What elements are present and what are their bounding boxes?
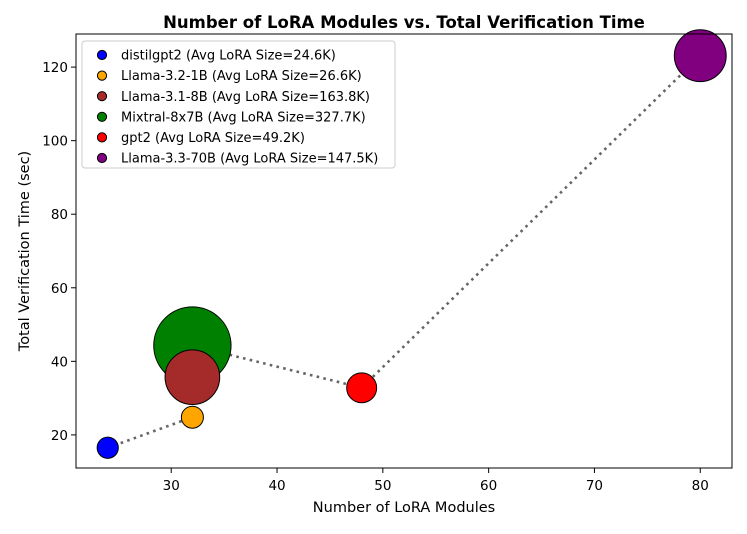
data-point bbox=[164, 349, 221, 405]
legend-marker bbox=[96, 49, 108, 61]
y-tick-label: 40 bbox=[51, 354, 68, 370]
legend-label: Llama-3.3-70B (Avg LoRA Size=147.5K) bbox=[121, 152, 378, 167]
legend: distilgpt2 (Avg LoRA Size=24.6K) Llama-3.… bbox=[81, 40, 396, 169]
chart-title: Number of LoRA Modules vs. Total Verific… bbox=[163, 13, 645, 32]
legend-marker bbox=[96, 132, 108, 143]
legend-marker bbox=[96, 111, 108, 122]
plot-frame bbox=[75, 33, 733, 469]
y-tick-label: 120 bbox=[42, 60, 68, 76]
legend-marker bbox=[96, 70, 108, 81]
data-point bbox=[96, 436, 119, 459]
x-tick-label: 30 bbox=[163, 478, 180, 494]
y-tick-label: 60 bbox=[51, 281, 68, 297]
axis-ticks: 30 40 50 60 70 80 20 40 60 80 100 120 bbox=[42, 60, 709, 494]
legend-label: Llama-3.2-1B (Avg LoRA Size=26.6K) bbox=[121, 69, 362, 84]
y-tick-label: 20 bbox=[51, 428, 68, 444]
x-tick-label: 60 bbox=[480, 478, 497, 494]
plot-area bbox=[96, 29, 727, 459]
x-tick-label: 50 bbox=[374, 478, 391, 494]
y-tick-label: 100 bbox=[42, 134, 68, 150]
x-axis-label: Number of LoRA Modules bbox=[313, 500, 495, 516]
legend-marker bbox=[96, 91, 108, 102]
legend-box bbox=[81, 40, 396, 169]
legend-label: Mixtral-8x7B (Avg LoRA Size=327.7K) bbox=[121, 110, 366, 125]
x-tick-label: 70 bbox=[586, 478, 603, 494]
data-point bbox=[346, 372, 378, 404]
y-axis-label: Total Verification Time (sec) bbox=[17, 151, 33, 352]
legend-label: gpt2 (Avg LoRA Size=49.2K) bbox=[121, 131, 305, 146]
data-point bbox=[180, 405, 204, 429]
legend-label: Llama-3.1-8B (Avg LoRA Size=163.8K) bbox=[121, 90, 370, 105]
y-tick-label: 80 bbox=[51, 207, 68, 223]
legend-marker bbox=[96, 152, 108, 164]
x-tick-label: 80 bbox=[692, 478, 709, 494]
data-point bbox=[673, 29, 727, 83]
x-tick-label: 40 bbox=[268, 478, 285, 494]
legend-label: distilgpt2 (Avg LoRA Size=24.6K) bbox=[121, 49, 336, 64]
